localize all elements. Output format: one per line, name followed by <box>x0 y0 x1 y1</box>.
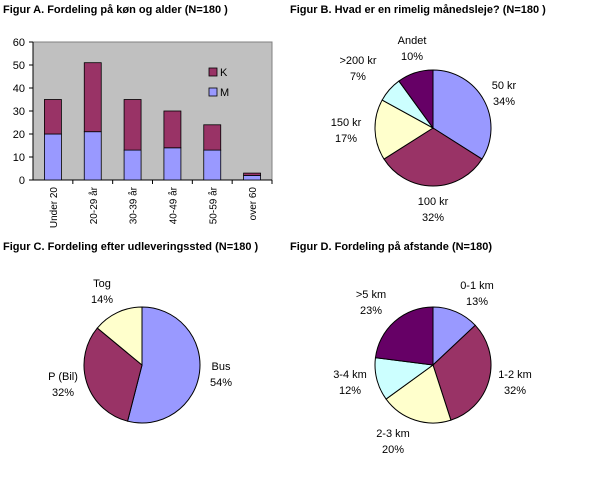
bar-k <box>44 99 62 135</box>
pie-pct-b: 34% <box>493 96 515 108</box>
pie-label-c: Tog <box>93 278 111 290</box>
x-tick-label-a: 40-49 år <box>167 186 179 224</box>
chart-c-title: Figur C. Fordeling efter udleveringssted… <box>3 241 259 253</box>
pie-label-c: P (Bil) <box>48 371 78 383</box>
legend-label-m: M <box>220 87 229 99</box>
pie-pct-c: 54% <box>210 377 232 389</box>
bar-k <box>163 110 182 149</box>
y-tick-label-a: 10 <box>13 152 25 164</box>
y-tick-label-a: 60 <box>13 37 25 49</box>
pie-slice-d <box>385 364 452 424</box>
pie-label-d: 1-2 km <box>498 369 532 381</box>
pie-slice-b <box>374 99 434 160</box>
chart-d-title: Figur D. Fordeling på afstande (N=180) <box>290 241 493 253</box>
pie-slice-b <box>383 127 483 187</box>
y-tick-label-a: 20 <box>13 129 25 141</box>
pie-pct-c: 32% <box>52 387 74 399</box>
x-tick-label-a: over 60 <box>248 187 259 221</box>
bar-m <box>44 133 62 181</box>
legend-swatch-m <box>208 87 218 97</box>
pie-label-d: 0-1 km <box>460 280 494 292</box>
pie-label-b: 50 kr <box>492 80 517 92</box>
x-tick-label-a: 50-59 år <box>207 186 219 224</box>
pie-label-b: 150 kr <box>331 117 362 129</box>
bar-k <box>243 172 261 176</box>
pie-pct-b: 17% <box>335 133 357 145</box>
pie-slice-c <box>126 306 201 424</box>
pie-slice-c <box>96 306 143 367</box>
pie-pct-d: 32% <box>504 385 526 397</box>
x-tick-label-a: Under 20 <box>49 187 60 229</box>
pie-slice-d <box>432 324 492 421</box>
bar-m <box>123 149 142 181</box>
y-tick-label-a: 40 <box>13 83 25 95</box>
pie-label-b: 100 kr <box>418 196 449 208</box>
pie-label-b: Andet <box>398 35 427 47</box>
bar-k <box>83 62 102 133</box>
legend-label-k: K <box>220 67 228 79</box>
pie-slice-d <box>374 306 434 366</box>
bar-k <box>203 124 222 151</box>
legend-swatch-k <box>208 67 218 77</box>
pie-label-d: 2-3 km <box>376 428 410 440</box>
y-tick-label-a: 30 <box>13 106 25 118</box>
pie-pct-b: 10% <box>401 51 423 63</box>
pie-pct-b: 32% <box>422 212 444 224</box>
x-tick-label-a: 30-39 år <box>128 186 140 224</box>
pie-label-c: Bus <box>212 361 231 373</box>
pie-pct-c: 14% <box>91 294 113 306</box>
pie-slice-b <box>398 69 434 130</box>
pie-pct-d: 23% <box>360 305 382 317</box>
bar-m <box>243 174 261 181</box>
bar-m <box>163 147 182 181</box>
pie-slice-c <box>83 327 143 422</box>
pie-label-d: >5 km <box>356 289 386 301</box>
chart-a-title: Figur A. Fordeling på køn og alder (N=18… <box>3 4 228 16</box>
bar-m <box>203 149 222 181</box>
bar-m <box>83 131 102 181</box>
x-tick-label-a: 20-29 år <box>88 186 100 224</box>
pie-pct-b: 7% <box>350 71 366 83</box>
pie-label-d: 3-4 km <box>333 369 367 381</box>
pie-pct-d: 20% <box>382 444 404 456</box>
y-tick-label-a: 0 <box>19 175 25 187</box>
bar-k <box>123 99 142 151</box>
chart-b-title: Figur B. Hvad er en rimelig månedsleje? … <box>290 4 546 16</box>
pie-label-b: >200 kr <box>340 55 377 67</box>
pie-pct-d: 13% <box>466 296 488 308</box>
y-tick-label-a: 50 <box>13 60 25 72</box>
pie-pct-d: 12% <box>339 385 361 397</box>
